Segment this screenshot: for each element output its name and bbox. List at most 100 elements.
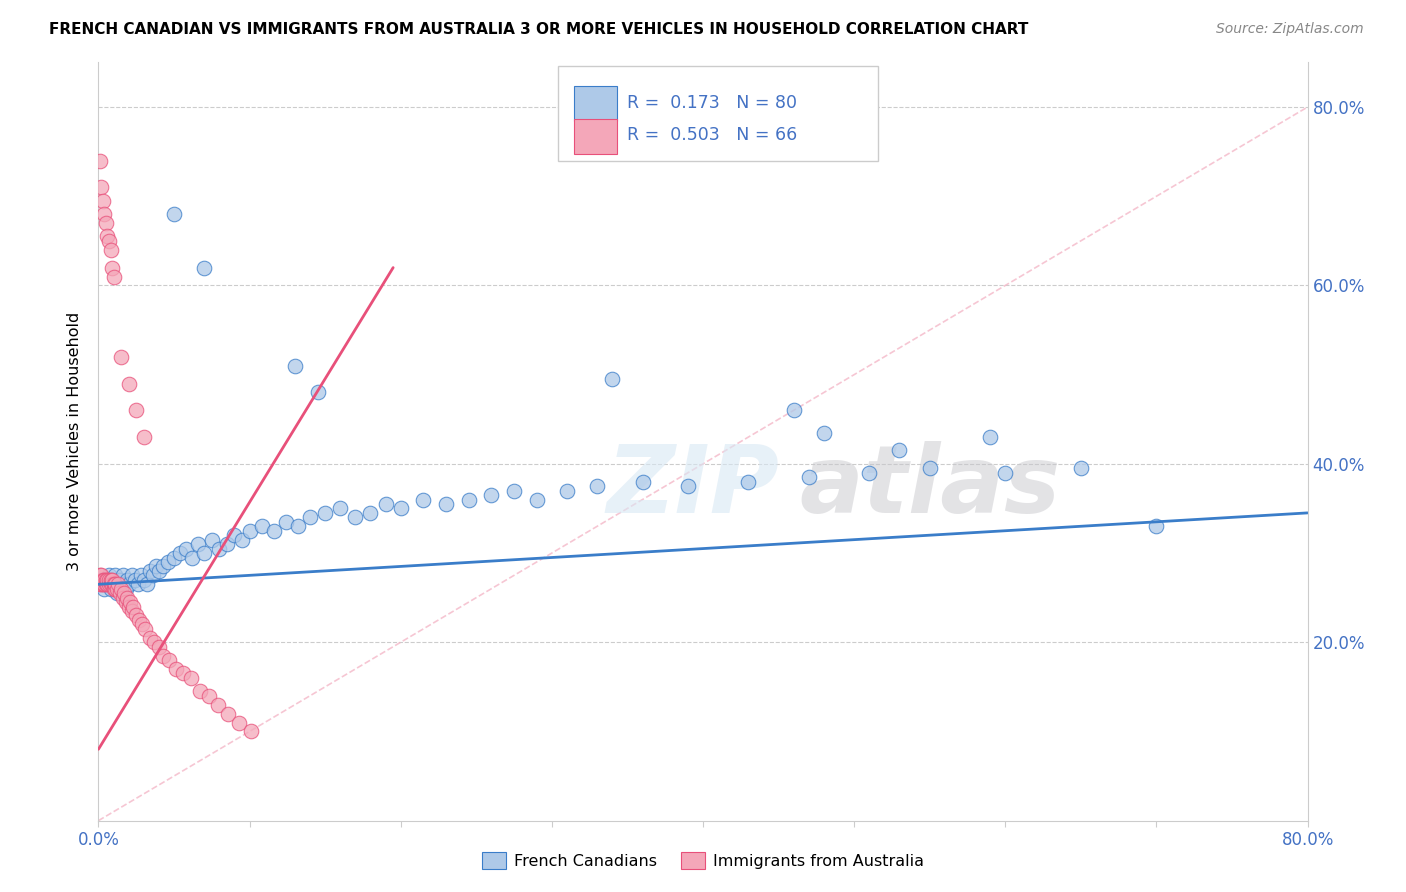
Point [100,243,122,257]
Point [93,577,115,591]
Point [858,466,880,480]
Point [93,207,115,221]
Point [100,573,122,587]
Point [360,506,382,520]
Point [187,537,209,551]
Point [555,483,578,498]
Point [132,430,155,444]
Point [207,698,229,712]
Point [98,568,121,582]
Point [96,573,118,587]
Point [100,577,122,591]
Point [181,550,204,565]
Point [96,577,118,591]
FancyBboxPatch shape [574,87,617,121]
Point [94,573,117,587]
Point [1144,519,1167,533]
Point [240,724,263,739]
Point [250,519,273,533]
Point [918,461,941,475]
Point [314,506,336,520]
Point [128,613,150,627]
Point [152,648,174,663]
Point [104,568,127,582]
Point [105,582,128,596]
Point [103,582,125,596]
Point [93,573,115,587]
Point [783,403,806,417]
Point [169,546,191,560]
Point [121,568,143,582]
Point [134,622,156,636]
Point [91,577,114,591]
Point [145,559,167,574]
Point [127,577,149,591]
Point [110,350,132,364]
Point [193,260,215,275]
Point [104,577,127,591]
Point [503,483,526,498]
Point [274,515,297,529]
Point [94,573,117,587]
Point [112,586,135,600]
Point [231,533,253,547]
Point [208,541,231,556]
Point [1070,461,1092,475]
FancyBboxPatch shape [558,66,879,161]
Point [307,385,329,400]
Point [112,577,135,591]
Point [107,577,129,591]
Point [979,430,1001,444]
Point [344,510,367,524]
Point [139,564,162,578]
Point [93,582,115,596]
Point [101,573,124,587]
Point [159,653,181,667]
Point [118,599,141,614]
Point [139,631,162,645]
Point [299,510,322,524]
Point [797,470,820,484]
Point [115,573,138,587]
Point [91,194,114,208]
Point [329,501,352,516]
Point [124,573,146,587]
Point [197,689,219,703]
Point [239,524,262,538]
Point [111,591,134,605]
Point [148,640,170,654]
Point [813,425,835,440]
Point [889,443,911,458]
Point [89,577,111,591]
Point [263,524,285,538]
Point [163,550,186,565]
Point [215,537,238,551]
Point [142,568,165,582]
Point [602,372,624,386]
Point [193,546,215,560]
Point [101,573,124,587]
Point [98,573,121,587]
Point [121,604,143,618]
Y-axis label: 3 or more Vehicles in Household: 3 or more Vehicles in Household [67,312,83,571]
Point [89,568,111,582]
Point [217,706,239,721]
Point [94,216,117,230]
Point [676,479,699,493]
Point [412,492,434,507]
Point [108,573,131,587]
Point [103,577,125,591]
Point [148,564,170,578]
Point [98,234,121,248]
Point [287,519,309,533]
Point [91,577,114,591]
Point [96,577,118,591]
Point [94,577,117,591]
Point [89,153,111,168]
Point [132,573,155,587]
Point [526,492,548,507]
Point [143,635,166,649]
Point [90,573,112,587]
Point [115,591,138,605]
Point [101,577,124,591]
